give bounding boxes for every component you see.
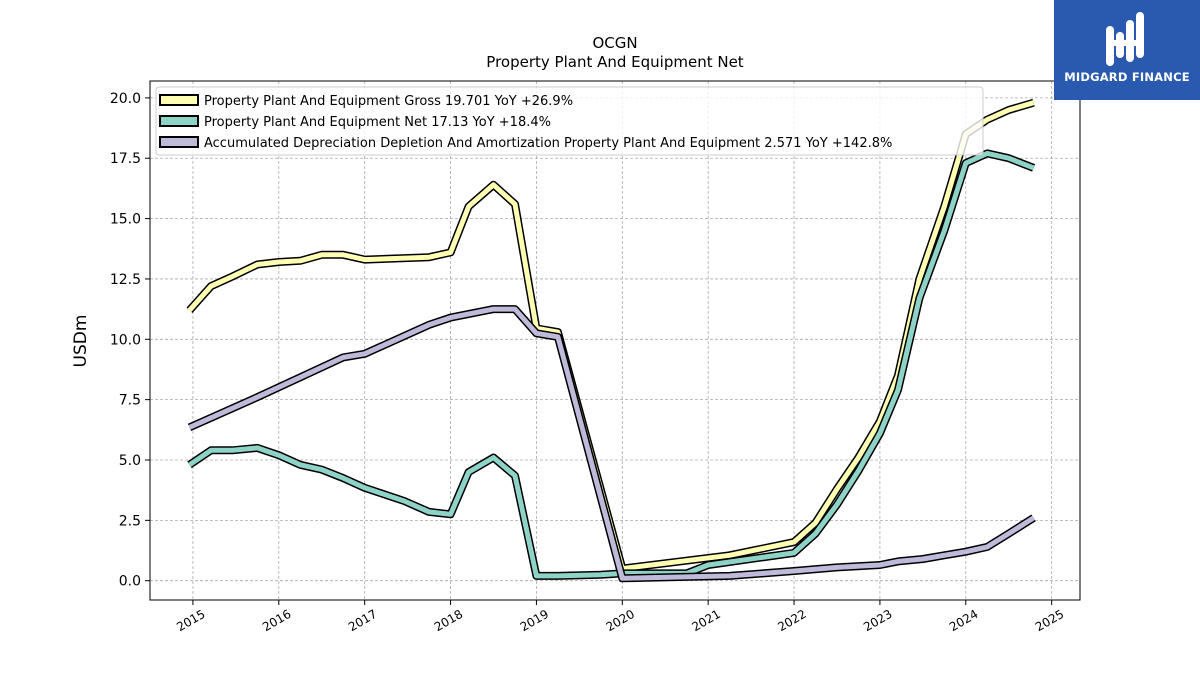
y-axis-label: USDm [71, 315, 91, 368]
axes: 0.0 2.5 5.0 7.5 10.0 12.5 15.0 17.5 20.0 2015 2016… [110, 91, 1067, 634]
chart-subtitle: Property Plant And Equipment Net [486, 53, 743, 71]
x-tick-label: 2017 [346, 607, 379, 634]
legend-label-1: Property Plant And Equipment Gross 19.70… [204, 94, 573, 109]
y-tick-label: 5.0 [119, 453, 141, 469]
series-2 [187, 149, 1036, 580]
legend-swatch-3 [159, 136, 199, 148]
legend: Property Plant And Equipment Gross 19.70… [155, 86, 984, 156]
y-tick-label: 17.5 [110, 151, 141, 167]
x-tick-label: 2024 [947, 607, 980, 634]
brand-logo: MIDGARD FINANCE [1054, 0, 1200, 100]
y-tick-label: 2.5 [119, 513, 141, 529]
x-tick-label: 2022 [775, 607, 808, 634]
legend-swatch-2 [159, 115, 199, 127]
x-tick-label: 2019 [518, 607, 551, 634]
x-tick-label: 2023 [861, 607, 894, 634]
x-tick-label: 2020 [604, 607, 637, 634]
legend-box [155, 86, 984, 156]
series-1 [186, 98, 1035, 573]
chart-title: OCGN [592, 34, 637, 52]
y-tick-label: 0.0 [119, 574, 141, 590]
x-tick-label: 2021 [689, 607, 722, 634]
series-2-outline [187, 149, 1036, 580]
series-3 [187, 305, 1036, 583]
midgard-logo-icon [1106, 12, 1144, 66]
brand-name: MIDGARD FINANCE [1064, 70, 1190, 84]
series-3-line [188, 306, 1035, 581]
series-2-line [188, 150, 1035, 579]
legend-label-2: Property Plant And Equipment Net 17.13 Y… [204, 115, 551, 130]
y-tick-label: 15.0 [110, 212, 141, 228]
y-tick-label: 20.0 [110, 91, 141, 107]
grid [150, 81, 1080, 600]
y-tick-label: 12.5 [110, 272, 141, 288]
y-tick-label: 10.0 [110, 332, 141, 348]
x-tick-label: 2015 [174, 607, 207, 634]
series-group [186, 98, 1036, 583]
x-tick-label: 2016 [260, 607, 293, 634]
x-tick-label: 2025 [1033, 607, 1066, 634]
series-1-line [187, 100, 1035, 572]
plot-frame [149, 80, 1081, 601]
legend-swatch-1 [159, 94, 199, 106]
y-tick-label: 7.5 [119, 393, 141, 409]
legend-items: Property Plant And Equipment Gross 19.70… [159, 94, 892, 151]
legend-label-3: Accumulated Depreciation Depletion And A… [204, 136, 892, 151]
x-tick-label: 2018 [432, 607, 465, 634]
